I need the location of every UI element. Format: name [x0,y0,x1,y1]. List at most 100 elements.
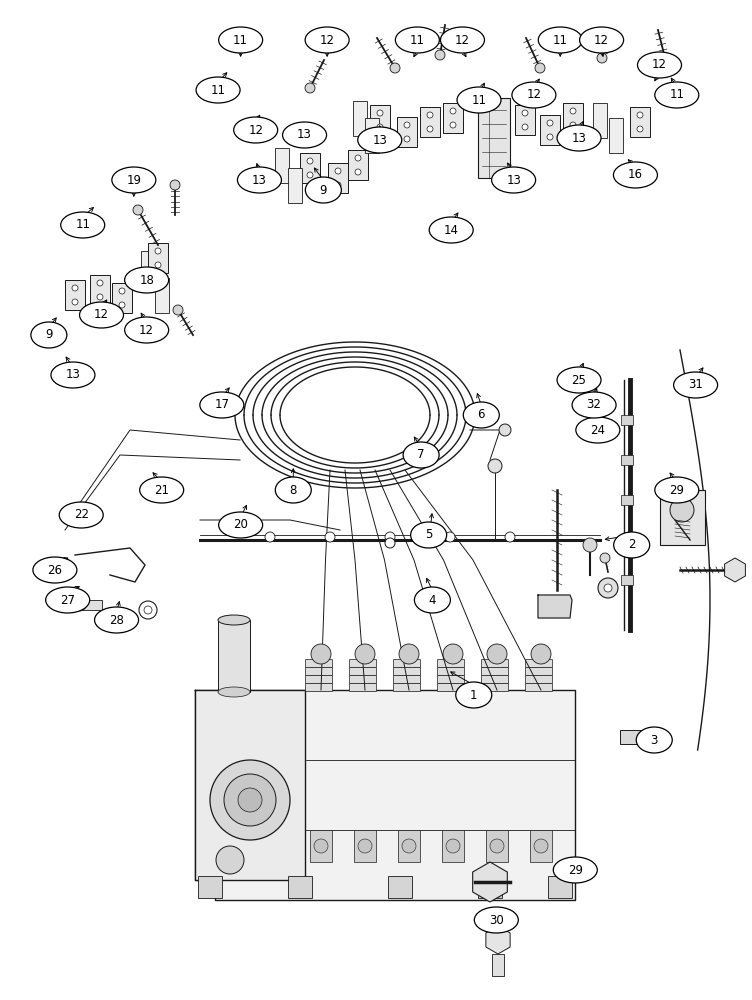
Text: 12: 12 [652,58,667,72]
Ellipse shape [283,122,326,148]
Text: 11: 11 [75,219,90,232]
Text: 3: 3 [650,734,658,746]
Bar [398,830,420,862]
Ellipse shape [572,392,616,418]
Ellipse shape [140,477,183,503]
Bar [141,251,155,286]
Circle shape [604,584,612,592]
Bar [420,107,440,137]
Ellipse shape [512,82,556,108]
FancyBboxPatch shape [350,668,377,676]
Ellipse shape [655,477,699,503]
Circle shape [427,126,433,132]
Circle shape [404,136,410,142]
Polygon shape [538,595,572,618]
Circle shape [119,288,125,294]
Circle shape [443,644,463,664]
Circle shape [325,532,335,542]
Ellipse shape [275,477,311,503]
Circle shape [487,644,507,664]
FancyBboxPatch shape [481,676,508,684]
Bar [148,243,168,273]
Circle shape [358,839,372,853]
Ellipse shape [200,392,244,418]
Circle shape [377,110,383,116]
Bar [300,153,320,183]
Bar [370,105,390,135]
Text: 11: 11 [669,89,684,102]
Bar [486,830,508,862]
Circle shape [307,172,313,178]
FancyBboxPatch shape [438,660,465,668]
Circle shape [446,839,460,853]
Ellipse shape [636,727,672,753]
Circle shape [144,606,152,614]
Circle shape [355,644,375,664]
Ellipse shape [414,587,450,613]
FancyBboxPatch shape [393,668,420,676]
Bar [388,876,412,898]
Circle shape [72,285,78,291]
Ellipse shape [396,27,439,53]
Ellipse shape [61,212,105,238]
Circle shape [210,760,290,840]
Ellipse shape [553,857,597,883]
Circle shape [390,63,400,73]
Bar [660,490,705,545]
Text: 9: 9 [45,328,53,342]
Bar [630,107,650,137]
Circle shape [265,532,275,542]
FancyBboxPatch shape [526,668,553,676]
Text: 4: 4 [429,593,436,606]
Bar [515,105,535,135]
Circle shape [399,644,419,664]
Ellipse shape [492,167,535,193]
Bar [397,117,417,147]
Bar [593,103,607,138]
Ellipse shape [457,87,501,113]
Circle shape [216,846,244,874]
Circle shape [427,112,433,118]
Circle shape [139,601,157,619]
Text: 12: 12 [526,89,541,102]
Text: 16: 16 [628,168,643,182]
Ellipse shape [456,682,492,708]
Circle shape [522,124,528,130]
Text: 29: 29 [568,863,583,876]
Circle shape [499,424,511,436]
Text: 8: 8 [290,484,297,496]
Circle shape [314,839,328,853]
Ellipse shape [125,267,168,293]
Ellipse shape [95,607,138,633]
Circle shape [385,538,395,548]
Text: 13: 13 [572,131,587,144]
Circle shape [305,83,315,93]
Circle shape [385,532,395,542]
Circle shape [583,538,597,552]
Ellipse shape [614,532,650,558]
Circle shape [450,108,456,114]
Text: 18: 18 [139,273,154,286]
Bar [198,876,222,898]
FancyBboxPatch shape [526,684,553,692]
Bar [621,535,633,545]
Bar [492,954,504,976]
Circle shape [547,120,553,126]
Ellipse shape [429,217,473,243]
Ellipse shape [538,27,582,53]
Ellipse shape [576,417,620,443]
Circle shape [570,108,576,114]
Bar [365,118,379,153]
Circle shape [307,158,313,164]
Ellipse shape [305,177,341,203]
Text: 20: 20 [233,518,248,532]
Ellipse shape [638,52,681,78]
Text: 31: 31 [688,378,703,391]
FancyBboxPatch shape [305,684,332,692]
Bar [540,115,560,145]
Ellipse shape [234,117,277,143]
Ellipse shape [59,502,103,528]
Text: 6: 6 [478,408,485,422]
Bar [354,830,376,862]
Circle shape [597,53,607,63]
